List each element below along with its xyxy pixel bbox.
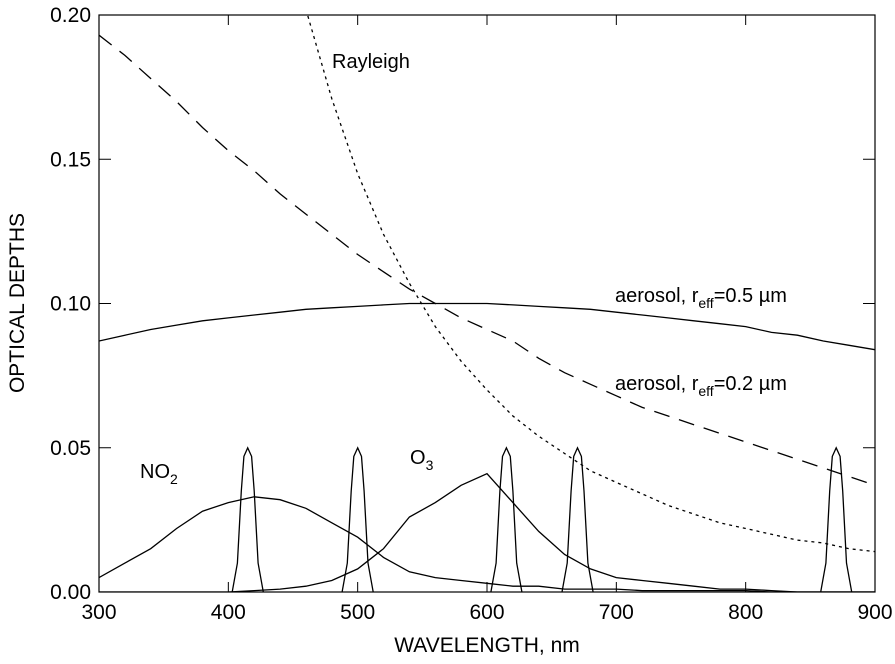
- annotation-text: aerosol, r: [615, 285, 699, 307]
- annotation-text: =0.5 µm: [714, 285, 787, 307]
- series-annotation: Rayleigh: [332, 51, 410, 73]
- y-tick-label: 0.10: [50, 293, 91, 316]
- annotation-subscript: 3: [426, 457, 434, 473]
- x-tick-label: 500: [340, 601, 375, 624]
- series-line: [820, 446, 853, 592]
- series-line: [341, 446, 374, 592]
- y-axis-label: OPTICAL DEPTHS: [6, 213, 29, 393]
- series-annotation: NO2: [140, 461, 178, 487]
- annotation-text: aerosol, r: [615, 373, 699, 395]
- series-line: [490, 446, 523, 592]
- annotation-subscript: 2: [170, 471, 178, 487]
- series-annotation: aerosol, reff=0.2 µm: [615, 373, 787, 399]
- series-annotation: aerosol, reff=0.5 µm: [615, 285, 787, 311]
- x-tick-label: 900: [857, 601, 892, 624]
- series-annotation: O3: [410, 447, 434, 473]
- x-tick-label: 600: [469, 601, 504, 624]
- annotation-text: NO: [140, 461, 170, 483]
- series-line: [231, 446, 264, 592]
- x-tick-label: 400: [211, 601, 246, 624]
- y-tick-label: 0.20: [50, 4, 91, 27]
- series-line: [306, 15, 875, 553]
- annotation-text: O: [410, 447, 426, 469]
- y-tick-label: 0.00: [50, 581, 91, 604]
- annotation-subscript: eff: [698, 383, 713, 399]
- series-line: [561, 446, 594, 592]
- annotation-subscript: eff: [698, 295, 713, 311]
- series-line: [99, 472, 875, 592]
- x-tick-label: 300: [81, 601, 116, 624]
- y-tick-label: 0.05: [50, 437, 91, 460]
- series-line: [99, 34, 875, 486]
- series-line: [99, 302, 875, 351]
- series-line: [99, 496, 875, 592]
- annotation-text: =0.2 µm: [714, 373, 787, 395]
- x-axis-label: WAVELENGTH, nm: [394, 634, 580, 657]
- x-tick-label: 700: [599, 601, 634, 624]
- annotation-text: Rayleigh: [332, 51, 410, 73]
- x-tick-label: 800: [728, 601, 763, 624]
- plot-area: [99, 15, 875, 592]
- y-tick-label: 0.15: [50, 148, 91, 171]
